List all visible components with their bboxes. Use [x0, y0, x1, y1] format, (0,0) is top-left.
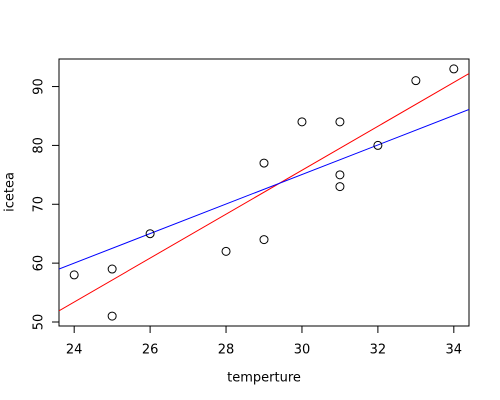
- x-tick-label: 24: [66, 343, 83, 358]
- x-tick-label: 32: [370, 343, 387, 358]
- data-point: [107, 311, 117, 321]
- fit-line: [59, 73, 469, 312]
- y-axis-label: icetea: [3, 172, 18, 212]
- data-point: [145, 229, 155, 239]
- fit-line: [59, 109, 469, 270]
- data-point: [449, 64, 459, 74]
- data-point: [259, 158, 269, 168]
- data-point: [411, 76, 421, 86]
- data-point: [297, 117, 307, 127]
- data-point: [335, 170, 345, 180]
- x-tick-label: 34: [446, 343, 463, 358]
- y-tick-label: 50: [32, 314, 47, 331]
- y-tick-label: 70: [32, 196, 47, 213]
- data-point: [221, 246, 231, 256]
- data-point: [259, 235, 269, 245]
- x-tick-label: 28: [218, 343, 235, 358]
- x-tick-label: 30: [294, 343, 311, 358]
- x-axis-label: temperture: [227, 371, 301, 386]
- y-tick-label: 90: [32, 78, 47, 95]
- y-tick-label: 80: [32, 137, 47, 154]
- data-point: [107, 264, 117, 274]
- plot-frame: [58, 58, 470, 327]
- y-tick-label: 60: [32, 255, 47, 272]
- x-tick-label: 26: [142, 343, 159, 358]
- data-point: [69, 270, 79, 280]
- data-point: [335, 117, 345, 127]
- data-point: [373, 140, 383, 150]
- data-point: [335, 182, 345, 192]
